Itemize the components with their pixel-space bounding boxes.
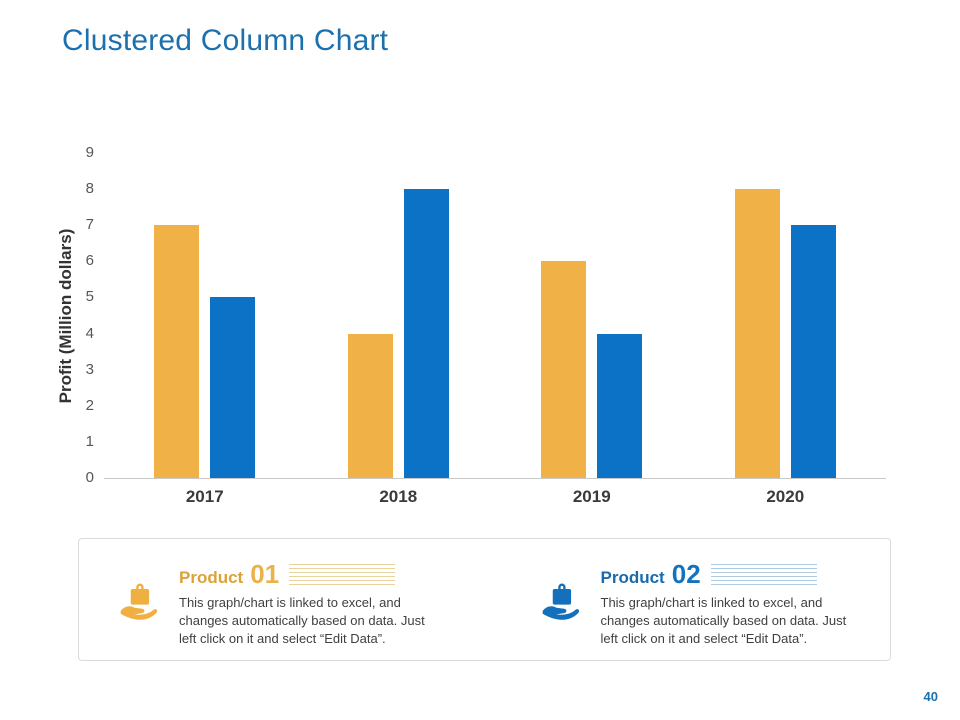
bar-cluster-2019	[495, 153, 689, 478]
bar-2019-series-1[interactable]	[541, 261, 587, 478]
legend-text-block: Product 02 This graph/chart is linked to…	[601, 561, 853, 660]
plot-area[interactable]	[108, 153, 882, 478]
y-tick-label: 8	[85, 180, 94, 198]
y-tick-label: 0	[85, 469, 94, 486]
y-tick-label: 1	[85, 432, 94, 450]
y-tick-label: 3	[85, 360, 94, 378]
bar-cluster-2018	[302, 153, 496, 478]
y-tick-label: 9	[85, 144, 94, 161]
x-axis-label: 2018	[379, 487, 418, 506]
bar-2020-series-2[interactable]	[790, 225, 836, 478]
legend-title-word: Product	[179, 568, 244, 587]
x-axis-labels: 2017 2018 2019 2020	[108, 487, 882, 507]
bag-in-hand-icon	[542, 583, 579, 620]
legend-title-number: 01	[250, 559, 280, 589]
legend-description: This graph/chart is linked to excel, and…	[179, 595, 425, 646]
y-axis-ticks: 0 1 2 3 4 5 6 7 8 9	[58, 144, 94, 486]
legend-panel: Product 01 This graph/chart is linked to…	[78, 538, 891, 661]
legend-item-product-01: Product 01 This graph/chart is linked to…	[79, 539, 485, 660]
y-tick-label: 6	[85, 252, 94, 270]
bag-in-hand-icon	[120, 583, 158, 620]
legend-title-number: 02	[671, 559, 701, 589]
x-axis-label: 2019	[572, 487, 611, 506]
decorative-stripes	[289, 564, 396, 585]
legend-title-word: Product	[600, 568, 665, 587]
bar-2017-series-2[interactable]	[210, 297, 256, 478]
legend-item-product-02: Product 02 This graph/chart is linked to…	[485, 539, 891, 660]
x-axis-line	[104, 478, 886, 479]
page-number: 40	[923, 689, 938, 704]
legend-description: This graph/chart is linked to excel, and…	[600, 595, 847, 646]
x-axis-label: 2017	[185, 487, 224, 506]
bar-2019-series-2[interactable]	[597, 333, 643, 478]
y-tick-label: 2	[85, 396, 94, 414]
page-title: Clustered Column Chart	[62, 24, 389, 57]
x-axis-label: 2020	[766, 487, 805, 506]
bar-2020-series-1[interactable]	[734, 189, 780, 478]
bar-cluster-2020	[689, 153, 883, 478]
y-tick-label: 4	[85, 324, 94, 342]
legend-title-row: Product 02	[601, 561, 853, 588]
bar-2017-series-1[interactable]	[154, 225, 200, 478]
decorative-stripes	[710, 564, 817, 585]
y-tick-label: 7	[85, 216, 94, 234]
bar-cluster-2017	[108, 153, 302, 478]
bar-2018-series-1[interactable]	[347, 333, 393, 478]
y-tick-label: 5	[85, 288, 94, 306]
bar-2018-series-2[interactable]	[403, 189, 449, 478]
legend-title-row: Product 01	[179, 561, 431, 588]
legend-text-block: Product 01 This graph/chart is linked to…	[179, 561, 431, 660]
